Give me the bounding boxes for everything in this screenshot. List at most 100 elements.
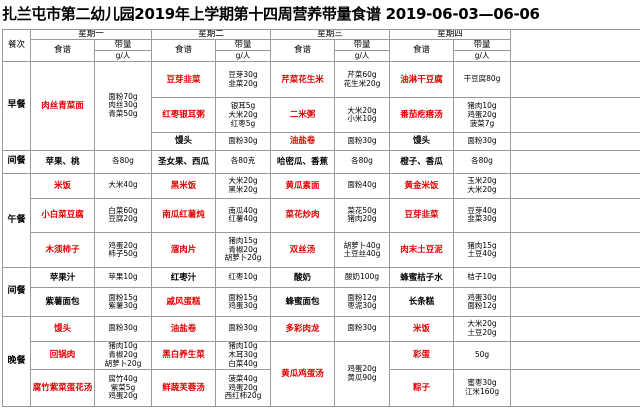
dish-cell: 馒头 bbox=[151, 132, 217, 151]
dish-cell: 哈密瓜、香蕉 bbox=[270, 149, 336, 174]
unit-header: g/人 bbox=[334, 50, 391, 62]
meal-label-dinner: 晚餐 bbox=[2, 315, 31, 408]
blank-cell bbox=[510, 29, 640, 62]
blank-cell bbox=[510, 172, 640, 199]
dish-cell: 苹果汁 bbox=[30, 266, 95, 289]
page-title: 扎兰屯市第二幼儿园2019年上学期第十四周营养带量食谱 2019-06-03—0… bbox=[2, 5, 540, 23]
amount-cell: 芹菜60g 花生米20g bbox=[334, 60, 391, 99]
blank-cell bbox=[510, 315, 640, 342]
dish-cell: 腐竹紫菜蛋花汤 bbox=[30, 369, 95, 407]
blank-cell bbox=[510, 369, 640, 407]
unit-header: g/人 bbox=[93, 50, 153, 62]
amount-cell: 面粉30g bbox=[93, 315, 153, 342]
dish-cell: 芹菜花生米 bbox=[270, 60, 336, 99]
amount-cell: 豆芽30g 韭菜20g bbox=[215, 60, 272, 99]
dish-cell: 豆芽韭菜 bbox=[151, 60, 217, 99]
amount-cell: 红枣10g bbox=[215, 266, 272, 289]
amount-cell: 面粉30g bbox=[334, 315, 391, 342]
dish-cell: 米饭 bbox=[30, 172, 95, 199]
amount-cell: 南瓜40g 红薯40g bbox=[215, 197, 272, 234]
amount-cell: 银耳5g 大米20g 红枣5g bbox=[215, 97, 272, 134]
recipe-header: 食谱 bbox=[389, 39, 455, 62]
blank-cell bbox=[510, 60, 640, 99]
amount-cell: 各80g bbox=[453, 149, 512, 174]
dish-cell: 双丝汤 bbox=[270, 232, 336, 268]
amount-cell: 猪肉10g 青椒20g 胡萝卜20g bbox=[93, 340, 153, 371]
amount-cell: 豆芽40g 韭菜30g bbox=[453, 197, 512, 234]
dish-cell: 回锅肉 bbox=[30, 340, 95, 371]
dish-cell: 彩蛋 bbox=[389, 340, 455, 371]
dish-cell: 红枣银耳粥 bbox=[151, 97, 217, 134]
dish-cell: 二米粥 bbox=[270, 97, 336, 134]
amount-cell: 桔子10g bbox=[453, 266, 512, 289]
amount-cell: 猪肉10g 鸡蛋20g 菠菜7g bbox=[453, 97, 512, 134]
day-header-wed: 星期三 bbox=[270, 28, 391, 41]
amount-cell: 面粉30g bbox=[334, 132, 391, 151]
dish-cell: 黄金米饭 bbox=[389, 172, 455, 199]
amount-cell: 面粉15g 紫薯30g bbox=[93, 287, 153, 317]
dish-cell: 黄瓜鸡蛋汤 bbox=[270, 340, 336, 407]
dish-cell: 南瓜红薯炖 bbox=[151, 197, 217, 234]
meal-label-afternoon-snack: 间餐 bbox=[2, 266, 31, 317]
dish-cell: 黑白养生菜 bbox=[151, 340, 217, 371]
dish-cell: 橙子、香瓜 bbox=[389, 149, 455, 174]
amount-cell: 面粉70g 肉丝30g 青菜50g bbox=[93, 60, 153, 151]
dish-cell: 圣女果、西瓜 bbox=[151, 149, 217, 174]
amount-cell: 蜜枣30g 江米160g bbox=[453, 369, 512, 407]
amount-header: 带量 bbox=[334, 39, 391, 52]
blank-cell bbox=[510, 149, 640, 174]
amount-cell: 胡萝卜40g 土豆丝40g bbox=[334, 232, 391, 268]
amount-cell: 面粉30g bbox=[215, 132, 272, 151]
amount-cell: 腐竹40g 紫菜5g 鸡蛋20g bbox=[93, 369, 153, 407]
meal-label-lunch: 午餐 bbox=[2, 172, 31, 268]
amount-cell: 大米20g 土豆20g bbox=[453, 315, 512, 342]
blank-cell bbox=[510, 266, 640, 289]
dish-cell: 酸奶 bbox=[270, 266, 336, 289]
recipe-header: 食谱 bbox=[30, 39, 95, 62]
amount-cell: 鸡蛋20g 柿子50g bbox=[93, 232, 153, 268]
amount-cell: 面粉30g bbox=[453, 132, 512, 151]
recipe-header: 食谱 bbox=[270, 39, 336, 62]
amount-cell: 酸奶100g bbox=[334, 266, 391, 289]
recipe-header: 食谱 bbox=[151, 39, 217, 62]
dish-cell: 馒头 bbox=[30, 315, 95, 342]
meal-column-header: 餐次 bbox=[2, 29, 31, 62]
dish-cell: 黑米饭 bbox=[151, 172, 217, 199]
amount-cell: 大米20g 小米10g bbox=[334, 97, 391, 134]
amount-cell: 面粉30g bbox=[215, 315, 272, 342]
day-header-tue: 星期二 bbox=[151, 28, 272, 41]
dish-cell: 黄瓜素面 bbox=[270, 172, 336, 199]
blank-cell bbox=[510, 132, 640, 151]
amount-cell: 鸡蛋30g 面粉12g bbox=[453, 287, 512, 317]
dish-cell: 豆芽韭菜 bbox=[389, 197, 455, 234]
dish-cell: 菜花炒肉 bbox=[270, 197, 336, 234]
amount-cell: 各80g bbox=[334, 149, 391, 174]
dish-cell: 蜂蜜桔子水 bbox=[389, 266, 455, 289]
blank-cell bbox=[510, 97, 640, 134]
day-header-mon: 星期一 bbox=[29, 28, 153, 41]
meal-label-breakfast: 早餐 bbox=[2, 60, 31, 151]
amount-cell: 大米20g 黑米20g bbox=[215, 172, 272, 199]
dish-cell: 馒头 bbox=[389, 132, 455, 151]
amount-cell: 面粉40g bbox=[334, 172, 391, 199]
amount-cell: 面粉12g 枣泥30g bbox=[334, 287, 391, 317]
dish-cell: 苹果、桃 bbox=[30, 149, 95, 174]
amount-cell: 鸡蛋20g 黄瓜90g bbox=[334, 340, 391, 407]
dish-cell: 肉末土豆泥 bbox=[389, 232, 455, 268]
amount-cell: 猪肉10g 木耳30g 白菜40g bbox=[215, 340, 272, 371]
amount-cell: 猪肉15g 土豆40g bbox=[453, 232, 512, 268]
dish-cell: 鲜蔬芙蓉汤 bbox=[151, 369, 217, 407]
amount-cell: 大米40g bbox=[93, 172, 153, 199]
dish-cell: 小白菜豆腐 bbox=[30, 197, 95, 234]
amount-header: 带量 bbox=[93, 39, 153, 52]
dish-cell: 油盐卷 bbox=[270, 132, 336, 151]
amount-cell: 猪肉15g 青椒20g 胡萝卜20g bbox=[215, 232, 272, 268]
dish-cell: 番茄疙瘩汤 bbox=[389, 97, 455, 134]
unit-header: g/人 bbox=[453, 50, 512, 62]
amount-cell: 各80g bbox=[93, 149, 153, 174]
dish-cell: 油淋干豆腐 bbox=[389, 60, 455, 99]
amount-cell: 面粉15g 鸡蛋30g bbox=[215, 287, 272, 317]
dish-cell: 木须柿子 bbox=[30, 232, 95, 268]
blank-cell bbox=[510, 287, 640, 317]
amount-cell: 玉米20g 大米20g bbox=[453, 172, 512, 199]
